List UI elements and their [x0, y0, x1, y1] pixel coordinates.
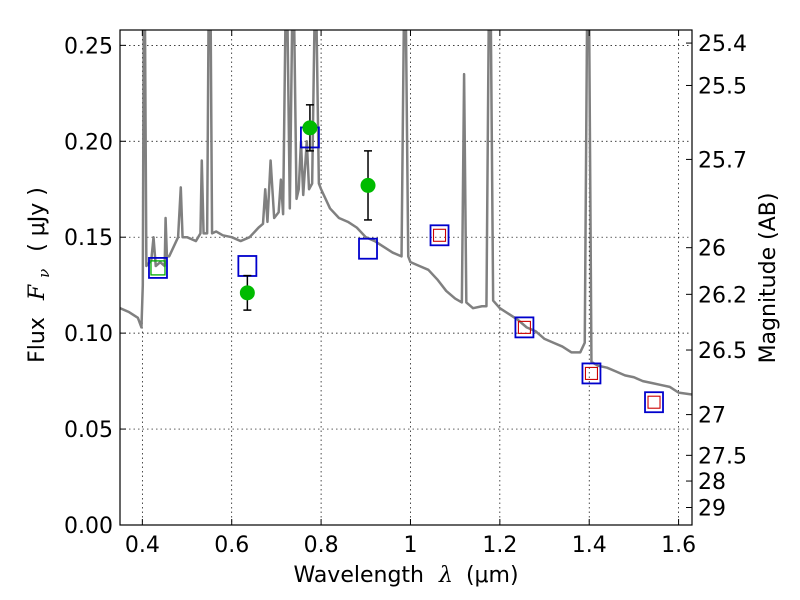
observed-flux-point: [302, 120, 318, 136]
spectrum-line: [120, 30, 692, 396]
x-axis-label: Wavelength λ (μm): [293, 563, 518, 588]
x-tick-label: 0.6: [214, 533, 249, 558]
x-tick-label: 0.4: [125, 533, 160, 558]
x-tick-label: 1.6: [661, 533, 696, 558]
y-tick-label: 0.15: [64, 226, 113, 251]
x-tick-label: 1.2: [482, 533, 517, 558]
model-photometry-marker: [148, 257, 168, 279]
x-tick-label: 0.8: [304, 533, 339, 558]
red-square-marker: [647, 395, 661, 409]
y-tick-label: 0.25: [64, 34, 113, 59]
red-square-marker: [584, 366, 599, 380]
x-axis-label-symbol: λ: [438, 563, 453, 588]
y2-tick-label: 27.5: [698, 444, 747, 469]
red-square-marker: [432, 228, 447, 242]
y2-tick-label: 28: [698, 470, 726, 495]
y2-tick-label: 25.5: [698, 74, 747, 99]
y-tick-label: 0.10: [64, 322, 113, 347]
model-photometry-marker: [514, 316, 535, 339]
y-tick-label: 0.20: [64, 130, 113, 155]
y2-tick-label: 25.4: [698, 32, 747, 57]
y-axis-label-subscript: ν: [35, 269, 53, 278]
plot-frame: [119, 29, 693, 526]
x-axis-label-unit: (μm): [466, 563, 519, 588]
y-tick-label: 0.05: [64, 418, 113, 443]
y-axis-label-symbol: F: [25, 284, 50, 301]
model-photometry-marker: [429, 224, 450, 247]
y2-tick-label: 27: [698, 404, 726, 429]
y-axis-label-unit: ( μJy ): [25, 187, 50, 252]
y2-axis-label: Magnitude (AB): [756, 193, 781, 364]
observed-flux-point: [239, 285, 255, 301]
y-axis-label: Flux F ν ( μJy ): [25, 187, 55, 363]
y2-tick-label: 25.7: [698, 148, 747, 173]
model-photometry-marker: [644, 391, 664, 414]
y-axis-label-text: Flux: [25, 317, 50, 363]
y2-tick-label: 26: [698, 237, 726, 262]
x-tick-label: 1.4: [572, 533, 607, 558]
observed-flux-point: [360, 177, 376, 193]
y2-tick-label: 26.2: [698, 283, 747, 308]
green-square-marker: [150, 260, 166, 276]
model-photometry-marker: [581, 362, 602, 385]
plot-area: [120, 30, 692, 414]
y-tick-label: 0.00: [64, 514, 113, 539]
y2-tick-label: 26.5: [698, 339, 747, 364]
y2-tick-label: 29: [698, 497, 726, 522]
x-axis-label-text: Wavelength: [293, 563, 424, 588]
x-tick-label: 1: [403, 533, 417, 558]
ticks: 0.4 0.6 0.8 1 1.2 1.4 1.6 0.00 0.05 0.10 0.15 0.20 0…: [64, 30, 747, 558]
red-square-marker: [517, 320, 531, 334]
model-photometry-marker: [358, 237, 378, 260]
